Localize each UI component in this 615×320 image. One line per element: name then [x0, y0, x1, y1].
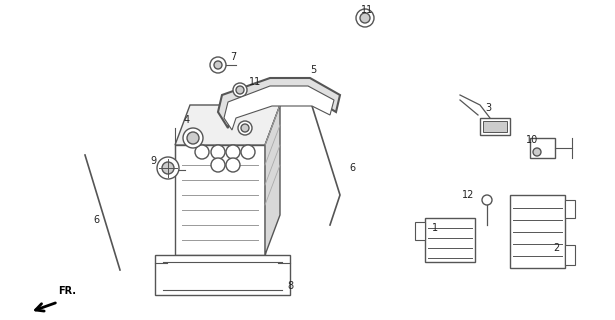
Text: 6: 6 — [93, 215, 99, 225]
Circle shape — [236, 86, 244, 94]
Circle shape — [233, 83, 247, 97]
Polygon shape — [415, 222, 425, 240]
Circle shape — [162, 162, 174, 174]
Circle shape — [226, 158, 240, 172]
Polygon shape — [510, 195, 565, 268]
Polygon shape — [175, 105, 280, 145]
Circle shape — [241, 145, 255, 159]
Text: 11: 11 — [361, 5, 373, 15]
Polygon shape — [218, 78, 340, 128]
Text: 12: 12 — [462, 190, 474, 200]
Circle shape — [183, 128, 203, 148]
Text: 7: 7 — [230, 52, 236, 62]
Polygon shape — [265, 105, 280, 255]
Circle shape — [238, 121, 252, 135]
Polygon shape — [155, 255, 290, 295]
Polygon shape — [224, 86, 334, 130]
Text: 8: 8 — [287, 281, 293, 291]
Circle shape — [211, 158, 225, 172]
Text: 5: 5 — [310, 65, 316, 75]
Circle shape — [356, 9, 374, 27]
Text: 1: 1 — [432, 223, 438, 233]
Polygon shape — [425, 218, 475, 262]
Text: 2: 2 — [553, 243, 559, 253]
Polygon shape — [565, 245, 575, 265]
Circle shape — [533, 148, 541, 156]
Text: FR.: FR. — [58, 286, 76, 296]
Circle shape — [226, 145, 240, 159]
Text: 9: 9 — [150, 156, 156, 166]
Circle shape — [241, 124, 249, 132]
Text: 11: 11 — [249, 77, 261, 87]
Text: 10: 10 — [526, 135, 538, 145]
Circle shape — [210, 57, 226, 73]
Circle shape — [360, 13, 370, 23]
Text: 3: 3 — [485, 103, 491, 113]
Polygon shape — [530, 138, 555, 158]
Circle shape — [187, 132, 199, 144]
Circle shape — [157, 157, 179, 179]
Polygon shape — [175, 145, 265, 255]
Circle shape — [195, 145, 209, 159]
Circle shape — [211, 145, 225, 159]
Polygon shape — [483, 121, 507, 132]
Text: 4: 4 — [184, 115, 190, 125]
Circle shape — [482, 195, 492, 205]
Text: 6: 6 — [349, 163, 355, 173]
Polygon shape — [480, 118, 510, 135]
Circle shape — [214, 61, 222, 69]
Polygon shape — [565, 200, 575, 218]
